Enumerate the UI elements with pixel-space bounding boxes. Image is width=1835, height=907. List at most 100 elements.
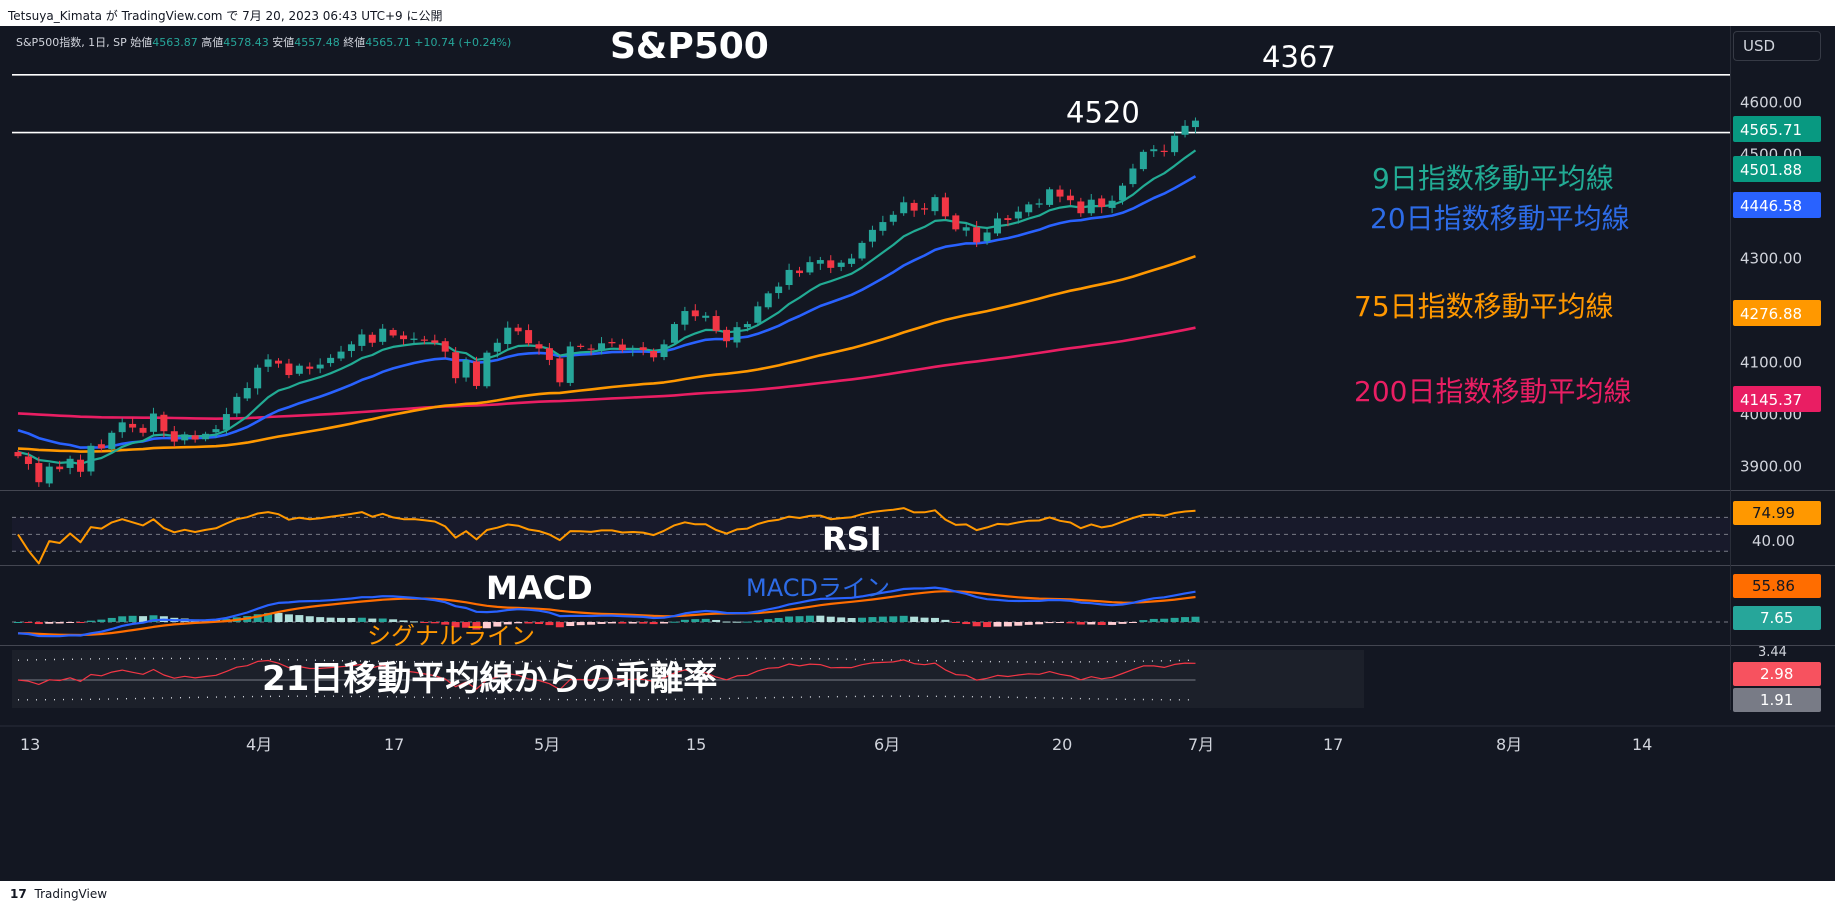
candle[interactable] [254,367,262,389]
candle[interactable] [806,262,814,273]
candle[interactable] [306,366,314,369]
candle[interactable] [650,350,658,358]
candle[interactable] [97,444,105,449]
candle[interactable] [181,434,189,441]
candle[interactable] [993,218,1001,234]
candle[interactable] [535,344,543,349]
candle[interactable] [837,262,845,267]
candle[interactable] [868,229,876,242]
chart-canvas[interactable]: 4600.004500.004400.004300.004200.004100.… [0,26,1835,881]
candle[interactable] [577,345,585,347]
candle[interactable] [56,466,64,470]
candle[interactable] [1046,189,1054,205]
candle[interactable] [1150,149,1158,152]
candle[interactable] [108,432,116,450]
candle[interactable] [389,329,397,336]
candle[interactable] [941,197,949,217]
candle[interactable] [889,214,897,222]
candle[interactable] [327,357,335,364]
candle[interactable] [1171,135,1179,153]
candle[interactable] [1119,185,1127,201]
candle[interactable] [608,341,616,344]
candle[interactable] [410,338,418,340]
candle[interactable] [587,348,595,350]
candle[interactable] [24,456,32,464]
candle[interactable] [681,311,689,325]
candle[interactable] [702,315,710,318]
candle[interactable] [1087,199,1095,214]
candle[interactable] [1035,203,1043,205]
candle[interactable] [660,344,668,358]
candle[interactable] [1066,195,1074,201]
candle[interactable] [1160,150,1168,152]
candle[interactable] [77,459,85,472]
candle[interactable] [525,330,533,344]
candle[interactable] [796,270,803,274]
candle[interactable] [827,260,835,268]
candle[interactable] [973,227,981,243]
candle[interactable] [1014,211,1022,219]
candle[interactable] [1077,201,1085,214]
candle[interactable] [556,358,564,383]
candle[interactable] [66,458,74,468]
candle[interactable] [295,365,303,374]
candle[interactable] [754,306,762,323]
candle[interactable] [952,215,960,230]
candle[interactable] [483,352,491,387]
candle[interactable] [733,327,741,343]
tradingview-logo-icon[interactable]: 17 [10,887,27,901]
legend-symbol[interactable]: S&P500指数, 1日, SP [16,36,127,49]
candle[interactable] [493,342,501,352]
candle[interactable] [785,269,793,286]
candle[interactable] [723,329,731,342]
candle[interactable] [400,335,408,340]
candle[interactable] [160,414,168,432]
candle[interactable] [212,429,220,433]
candle[interactable] [233,396,241,414]
candle[interactable] [347,344,355,351]
candle[interactable] [1181,125,1189,135]
candle[interactable] [764,293,772,308]
candle[interactable] [45,466,53,484]
candle[interactable] [14,452,22,457]
candle[interactable] [139,427,147,433]
candle[interactable] [1004,218,1012,220]
candle[interactable] [87,445,95,472]
candle[interactable] [1108,200,1116,208]
candle[interactable] [316,364,324,369]
candle[interactable] [472,361,480,386]
candle[interactable] [712,316,720,331]
candle[interactable] [285,363,293,376]
candle[interactable] [368,334,376,343]
candle[interactable] [275,360,282,364]
candle[interactable] [858,242,866,259]
candle[interactable] [618,344,626,351]
candle[interactable] [816,260,824,264]
candle[interactable] [264,359,272,367]
footer-brand[interactable]: TradingView [34,887,108,901]
candle[interactable] [504,327,512,345]
candle[interactable] [441,341,449,352]
candle[interactable] [691,310,699,317]
candle[interactable] [848,258,856,264]
candle[interactable] [983,232,991,242]
candle[interactable] [743,324,751,328]
candle[interactable] [921,208,929,210]
candle[interactable] [452,352,460,379]
candle[interactable] [545,348,553,360]
candle[interactable] [670,324,678,343]
candle[interactable] [598,343,606,350]
candle[interactable] [514,327,522,332]
candle[interactable] [118,422,126,433]
candle[interactable] [775,286,783,294]
candle[interactable] [243,388,251,399]
candle[interactable] [629,348,637,351]
candle[interactable] [420,339,428,341]
currency-button[interactable]: USD [1733,31,1821,61]
candle[interactable] [1098,198,1106,207]
candle[interactable] [191,435,199,440]
candle[interactable] [1191,120,1199,128]
candle[interactable] [566,346,574,383]
chart-area[interactable]: 4600.004500.004400.004300.004200.004100.… [0,26,1835,881]
candle[interactable] [170,431,178,442]
